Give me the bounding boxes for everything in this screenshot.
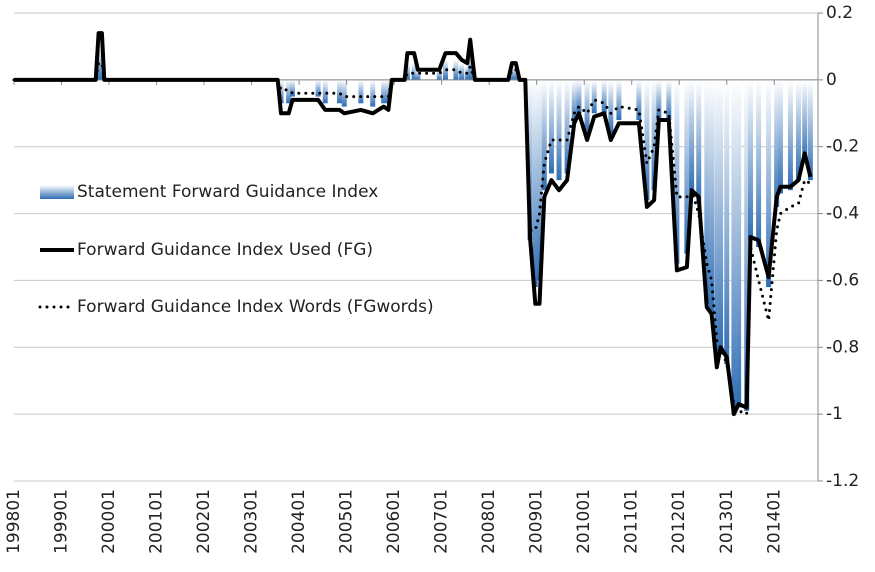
- x-tick-label: 201001: [574, 489, 594, 554]
- y-tick-label: -1.2: [826, 471, 859, 491]
- bar: [278, 79, 284, 104]
- bar: [436, 69, 442, 80]
- bar: [564, 79, 570, 174]
- line: [14, 31, 813, 417]
- bar: [584, 79, 590, 134]
- legend-item: Statement Forward Guidance Index: [40, 182, 378, 202]
- bar: [777, 79, 783, 194]
- bar: [289, 79, 295, 97]
- bar: [411, 63, 417, 80]
- bar: [756, 79, 762, 247]
- bar: [370, 79, 376, 107]
- bar: [656, 79, 662, 120]
- bar: [689, 79, 695, 191]
- bar: [718, 79, 724, 354]
- x-tick-label: 200901: [527, 489, 547, 554]
- bar: [724, 79, 730, 364]
- x-tick-label: 201301: [717, 489, 737, 554]
- x-tick-label: 201101: [622, 489, 642, 554]
- legend-item: Forward Guidance Index Used (FG): [40, 240, 373, 260]
- bar: [576, 79, 582, 114]
- bar: [591, 79, 597, 114]
- bar: [709, 79, 715, 314]
- y-tick-label: 0.2: [826, 3, 853, 23]
- legend-label: Statement Forward Guidance Index: [77, 182, 378, 202]
- legend-label: Forward Guidance Index Used (FG): [77, 240, 373, 260]
- bar: [744, 79, 750, 411]
- bar: [556, 79, 562, 181]
- bar: [704, 79, 710, 304]
- bar: [696, 79, 702, 204]
- y-tick-label: -0.2: [826, 137, 859, 157]
- bar: [731, 79, 737, 415]
- bar: [601, 79, 607, 114]
- bar: [608, 79, 614, 134]
- bar: [787, 79, 793, 191]
- bar: [636, 79, 642, 120]
- bar: [807, 79, 813, 181]
- bar: [736, 79, 742, 408]
- bar: [674, 79, 680, 264]
- bar: [527, 79, 533, 241]
- x-tick-label: 200301: [242, 489, 262, 554]
- x-tick-label: 200401: [289, 489, 309, 554]
- bar: [322, 79, 328, 104]
- x-tick-label: 200701: [432, 489, 452, 554]
- bar: [336, 79, 342, 104]
- legend-item: Forward Guidance Index Words (FGwords): [38, 297, 434, 317]
- x-tick-label: 200501: [337, 489, 357, 554]
- y-tick-label: -0.8: [826, 337, 859, 357]
- bar: [381, 79, 387, 104]
- bar: [459, 63, 465, 80]
- x-tick-label: 199801: [4, 489, 24, 554]
- bar: [532, 79, 538, 288]
- legend-swatch: [40, 185, 74, 199]
- bar: [315, 79, 321, 97]
- y-tick-label: 0: [826, 70, 837, 90]
- legend-label: Forward Guidance Index Words (FGwords): [77, 297, 434, 317]
- x-tick-label: 200001: [99, 489, 119, 554]
- x-tick-label: 200201: [194, 489, 214, 554]
- bar: [796, 79, 802, 181]
- bar: [358, 79, 364, 104]
- x-tick-label: 201201: [669, 489, 689, 554]
- bar: [286, 79, 292, 104]
- bar: [714, 79, 720, 361]
- bar: [548, 79, 554, 174]
- x-tick-label: 201401: [764, 489, 784, 554]
- bar: [616, 79, 622, 120]
- bar: [748, 79, 754, 241]
- y-tick-label: -1: [826, 404, 843, 424]
- bar: [513, 66, 519, 80]
- x-tick-label: 200601: [384, 489, 404, 554]
- bar: [774, 79, 780, 207]
- x-tick-label: 200801: [479, 489, 499, 554]
- bar: [802, 79, 808, 161]
- bar: [341, 79, 347, 107]
- bar: [684, 79, 690, 254]
- x-tick-label: 200101: [147, 489, 167, 554]
- y-tick-label: -0.4: [826, 204, 859, 224]
- bar: [651, 79, 657, 191]
- x-tick-label: 199901: [52, 489, 72, 554]
- bar: [415, 69, 421, 80]
- bar: [385, 79, 391, 104]
- bar: [571, 79, 577, 124]
- bar: [666, 79, 672, 120]
- bar: [541, 79, 547, 191]
- bar: [453, 59, 459, 80]
- bar: [766, 79, 772, 288]
- bar: [537, 79, 543, 281]
- line: [12, 61, 812, 416]
- y-tick-label: -0.6: [826, 270, 859, 290]
- bar: [644, 79, 650, 201]
